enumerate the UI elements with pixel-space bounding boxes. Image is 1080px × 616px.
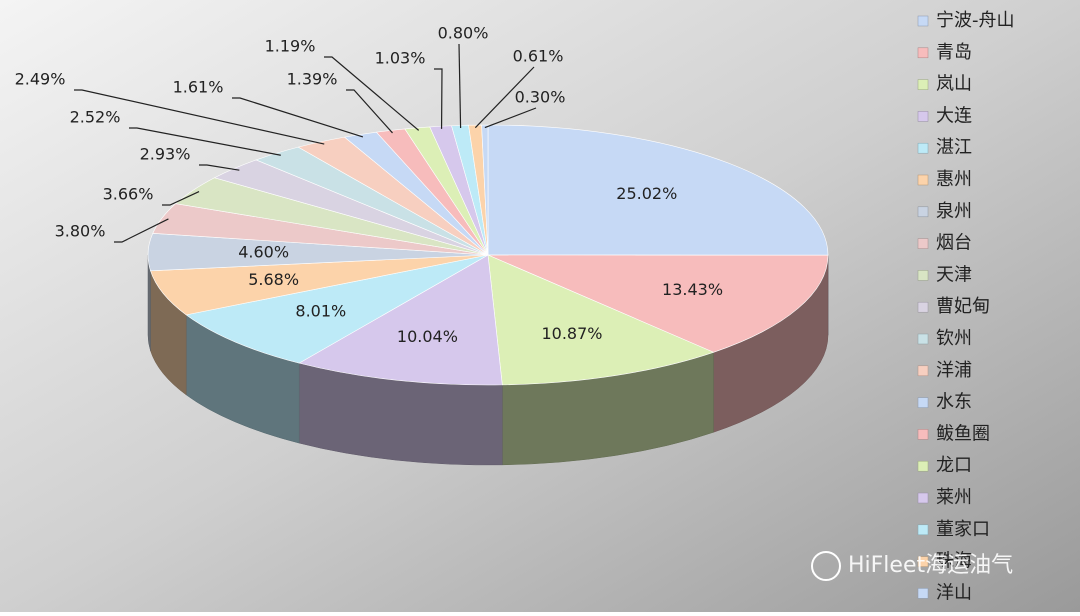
watermark-text: HiFleet海运油气 [848,553,1013,578]
data-label: 1.03% [375,49,426,68]
data-label: 5.68% [248,270,299,289]
legend-label: 莱州 [936,487,972,508]
data-label: 0.61% [513,47,564,66]
legend-label: 水东 [936,392,972,413]
legend-swatch [918,16,928,26]
legend-label: 惠州 [936,169,972,190]
legend-swatch [918,493,928,503]
data-label: 2.49% [15,70,66,89]
data-label: 1.61% [173,78,224,97]
legend-swatch [918,461,928,471]
legend-label: 曹妃甸 [936,296,990,317]
data-label: 25.02% [616,184,677,203]
legend-label: 湛江 [936,137,972,158]
legend-label: 大连 [936,105,972,126]
legend-label: 泉州 [936,201,972,222]
legend-label: 洋浦 [936,360,972,381]
legend-swatch [918,175,928,185]
legend-swatch [918,48,928,58]
legend-swatch [918,429,928,439]
legend-swatch [918,366,928,376]
legend-swatch [918,334,928,344]
legend-label: 烟台 [936,233,972,254]
data-label: 8.01% [295,302,346,321]
data-label: 3.80% [55,222,106,241]
data-label: 10.87% [541,324,602,343]
legend-label: 洋山 [936,582,972,603]
data-label: 10.04% [397,327,458,346]
legend-label: 宁波-舟山 [936,10,1015,31]
legend-label: 董家口 [936,519,990,540]
data-label: 1.39% [287,70,338,89]
legend-swatch [918,239,928,249]
data-label: 2.93% [140,145,191,164]
legend-swatch [918,80,928,90]
legend-swatch [918,143,928,153]
data-label: 13.43% [662,280,723,299]
data-label: 1.19% [265,37,316,56]
legend-label: 鲅鱼圈 [936,423,990,444]
legend-swatch [918,302,928,312]
legend-swatch [918,525,928,535]
legend-label: 青岛 [936,42,972,63]
legend-swatch [918,270,928,280]
data-label: 2.52% [70,108,121,127]
data-label: 4.60% [238,243,289,262]
data-label: 0.80% [438,24,489,43]
legend-swatch [918,111,928,121]
legend-label: 龙口 [936,455,972,476]
legend-swatch [918,588,928,598]
data-label: 0.30% [515,88,566,107]
legend-label: 钦州 [936,328,972,349]
legend-swatch [918,398,928,408]
data-label: 3.66% [103,185,154,204]
legend-label: 天津 [936,264,972,285]
legend-label: 岚山 [936,74,972,95]
legend-swatch [918,207,928,217]
